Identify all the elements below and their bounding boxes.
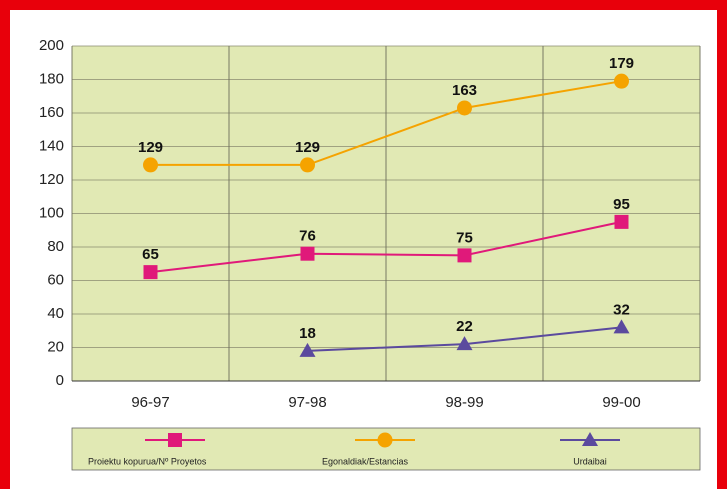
y-tick-label: 160 — [39, 104, 64, 121]
legend-label: Proiektu kopurua/Nº Proyetos — [88, 456, 207, 466]
y-tick-label: 40 — [47, 305, 64, 322]
point — [457, 100, 472, 116]
data-label: 32 — [613, 301, 630, 318]
point — [299, 342, 316, 357]
data-label: 129 — [295, 139, 320, 156]
y-tick-label: 60 — [47, 271, 64, 288]
x-tick-label: 99-00 — [602, 394, 640, 411]
data-label: 95 — [613, 196, 630, 213]
point — [613, 319, 630, 334]
frame-right — [717, 0, 727, 489]
y-tick-label: 100 — [39, 204, 64, 221]
data-label: 179 — [609, 55, 634, 72]
y-tick-label: 180 — [39, 70, 64, 87]
data-label: 129 — [138, 139, 163, 156]
frame-top — [0, 0, 727, 10]
legend-marker — [582, 432, 598, 446]
y-tick-label: 120 — [39, 171, 64, 188]
y-tick-label: 140 — [39, 137, 64, 154]
y-tick-label: 20 — [47, 338, 64, 355]
legend-label: Egonaldiak/Estancias — [322, 456, 409, 466]
data-label: 76 — [299, 228, 316, 245]
data-label: 18 — [299, 325, 316, 342]
point — [300, 246, 315, 261]
x-tick-label: 97-98 — [288, 394, 326, 411]
legend-marker — [168, 433, 182, 447]
data-label: 22 — [456, 318, 473, 335]
series-line — [150, 80, 622, 166]
x-tick-label: 98-99 — [445, 394, 483, 411]
point — [614, 73, 629, 89]
point — [457, 248, 472, 263]
point — [143, 265, 158, 280]
y-tick-label: 0 — [56, 372, 64, 389]
point — [300, 157, 315, 173]
point — [456, 336, 473, 351]
y-tick-label: 200 — [39, 37, 64, 54]
legend-label: Urdaibai — [573, 456, 607, 466]
data-label: 163 — [452, 82, 477, 99]
x-tick-label: 96-97 — [131, 394, 169, 411]
data-label: 75 — [456, 229, 473, 246]
frame-left — [0, 0, 10, 489]
point — [614, 214, 629, 229]
data-label: 65 — [142, 246, 159, 263]
legend-marker — [377, 432, 393, 448]
point — [143, 157, 158, 173]
y-tick-label: 80 — [47, 238, 64, 255]
series-line — [150, 220, 622, 274]
